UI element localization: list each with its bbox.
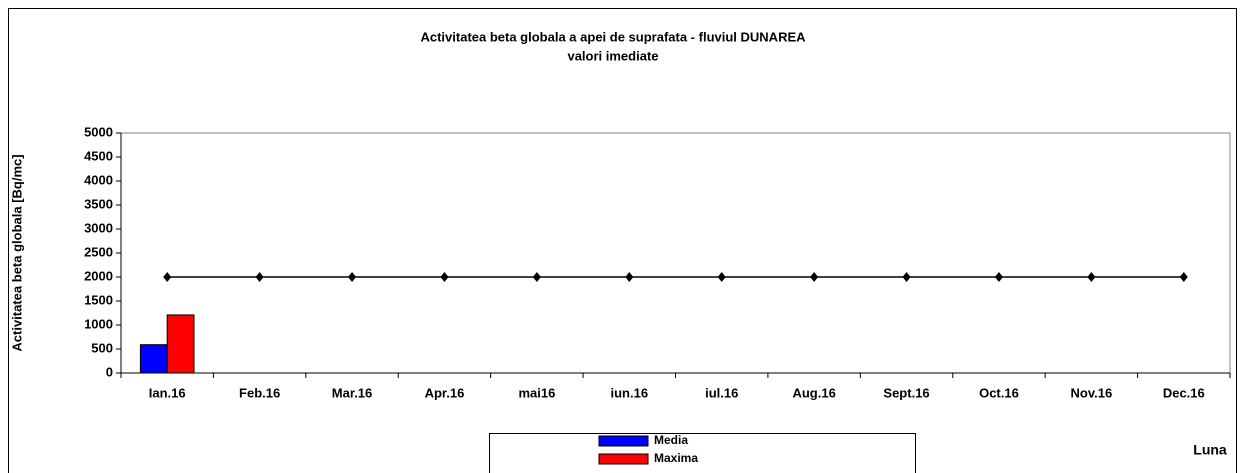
chart-subtitle: valori imediate <box>567 48 658 63</box>
plot-area <box>120 132 1231 374</box>
x-tick-label: Nov.16 <box>1071 385 1113 400</box>
legend-swatch <box>598 435 649 447</box>
y-tick-label: 1500 <box>84 292 113 307</box>
y-tick-label: 500 <box>91 340 113 355</box>
x-tick-label: iul.16 <box>705 385 738 400</box>
y-tick-label: 5000 <box>84 124 113 139</box>
x-tick-label: Sept.16 <box>883 385 929 400</box>
y-tick-label: 4000 <box>84 172 113 187</box>
line-marker <box>1087 272 1096 282</box>
bar <box>166 314 195 374</box>
line-marker <box>440 272 449 282</box>
x-tick-label: Aug.16 <box>792 385 835 400</box>
line-marker <box>1179 272 1188 282</box>
legend-label: Maxima <box>654 451 698 465</box>
line-marker <box>255 272 264 282</box>
y-tick-label: 0 <box>106 364 113 379</box>
y-tick-label: 4500 <box>84 148 113 163</box>
line-marker <box>532 272 541 282</box>
legend-swatch <box>598 453 649 465</box>
x-axis-label: Luna <box>1193 442 1227 458</box>
y-tick-label: 3000 <box>84 220 113 235</box>
x-tick-label: Ian.16 <box>149 385 186 400</box>
line-marker <box>163 272 172 282</box>
line-marker <box>717 272 726 282</box>
legend-box <box>489 433 916 473</box>
y-tick-label: 1000 <box>84 316 113 331</box>
y-tick-label: 2500 <box>84 244 113 259</box>
x-tick-label: iun.16 <box>611 385 649 400</box>
y-tick-label: 2000 <box>84 268 113 283</box>
chart-title: Activitatea beta globala a apei de supra… <box>420 29 806 44</box>
x-tick-label: Feb.16 <box>239 385 280 400</box>
y-axis-label: Activitatea beta globala [Bq/mc] <box>9 154 24 351</box>
y-tick-label: 3500 <box>84 196 113 211</box>
line-marker <box>348 272 357 282</box>
legend-label: Media <box>654 433 688 447</box>
x-tick-label: Mar.16 <box>332 385 372 400</box>
bar <box>139 344 168 374</box>
x-tick-label: Oct.16 <box>979 385 1019 400</box>
x-tick-label: Dec.16 <box>1163 385 1205 400</box>
x-tick-label: mai16 <box>518 385 555 400</box>
line-marker <box>810 272 819 282</box>
x-tick-label: Apr.16 <box>425 385 465 400</box>
line-marker <box>902 272 911 282</box>
line-marker <box>994 272 1003 282</box>
line-marker <box>625 272 634 282</box>
